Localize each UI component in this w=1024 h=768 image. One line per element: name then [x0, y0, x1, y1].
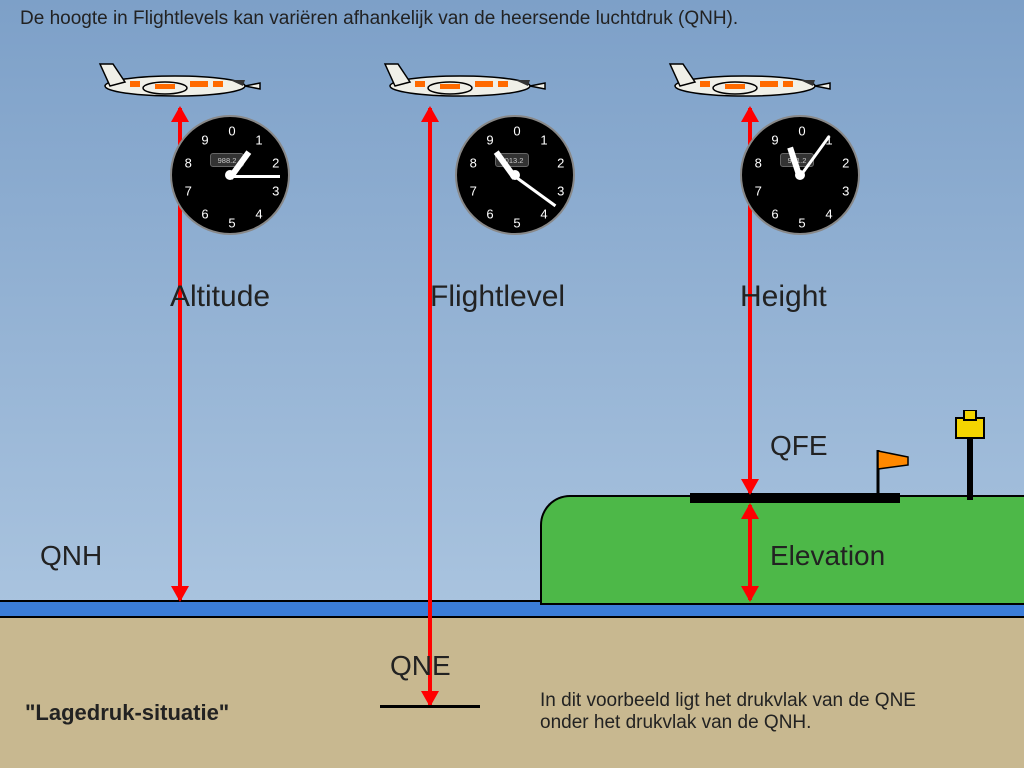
gauge-long-needle — [514, 175, 556, 207]
gauge-center — [510, 170, 520, 180]
gauge-number: 3 — [557, 184, 564, 199]
gauge-number: 5 — [798, 216, 805, 231]
elevation-arrow — [748, 505, 752, 600]
altimeter-gauge: 0123456789941.2 — [740, 115, 860, 235]
gauge-number: 2 — [272, 155, 279, 170]
gauge-number: 3 — [842, 184, 849, 199]
aircraft-icon — [665, 58, 835, 108]
qnh-label: QNH — [40, 540, 102, 572]
gauge-number: 9 — [486, 132, 493, 147]
gauge-number: 7 — [185, 184, 192, 199]
gauge-number: 0 — [798, 124, 805, 139]
gauge-center — [225, 170, 235, 180]
gauge-long-needle — [230, 175, 280, 178]
gauge-number: 4 — [825, 207, 832, 222]
height-label: Height — [740, 280, 827, 314]
gauge-number: 8 — [185, 155, 192, 170]
situation-quote: "Lagedruk-situatie" — [25, 700, 229, 726]
gauge-number: 0 — [228, 124, 235, 139]
qne-arrow — [428, 108, 432, 705]
gauge-number: 6 — [771, 207, 778, 222]
gauge-number: 2 — [557, 155, 564, 170]
gauge-number: 6 — [486, 207, 493, 222]
control-tower-icon — [950, 410, 990, 505]
flightlevel-label: Flightlevel — [430, 280, 565, 314]
windsock-icon — [868, 445, 918, 505]
elevation-label: Elevation — [770, 540, 885, 572]
gauge-number: 5 — [228, 216, 235, 231]
altitude-label: Altitude — [170, 280, 270, 314]
qfe-label: QFE — [770, 430, 828, 462]
gauge-number: 1 — [255, 132, 262, 147]
aircraft-icon — [95, 58, 265, 108]
gauge-number: 5 — [513, 216, 520, 231]
gauge-number: 9 — [201, 132, 208, 147]
gauge-number: 6 — [201, 207, 208, 222]
gauge-number: 9 — [771, 132, 778, 147]
gauge-number: 1 — [540, 132, 547, 147]
altimeter-gauge: 01234567891013.2 — [455, 115, 575, 235]
gauge-number: 4 — [255, 207, 262, 222]
gauge-number: 8 — [470, 155, 477, 170]
gauge-center — [795, 170, 805, 180]
gauge-number: 7 — [470, 184, 477, 199]
gauge-number: 0 — [513, 124, 520, 139]
qne-reference-line — [380, 705, 480, 708]
caption-bottom: In dit voorbeeld ligt het drukvlak van d… — [540, 690, 960, 734]
gauge-number: 3 — [272, 184, 279, 199]
altimeter-gauge: 0123456789988.2 — [170, 115, 290, 235]
qne-label: QNE — [390, 650, 451, 682]
gauge-number: 7 — [755, 184, 762, 199]
caption-top: De hoogte in Flightlevels kan variëren a… — [20, 8, 738, 30]
gauge-number: 2 — [842, 155, 849, 170]
aircraft-icon — [380, 58, 550, 108]
gauge-number: 8 — [755, 155, 762, 170]
gauge-number: 4 — [540, 207, 547, 222]
